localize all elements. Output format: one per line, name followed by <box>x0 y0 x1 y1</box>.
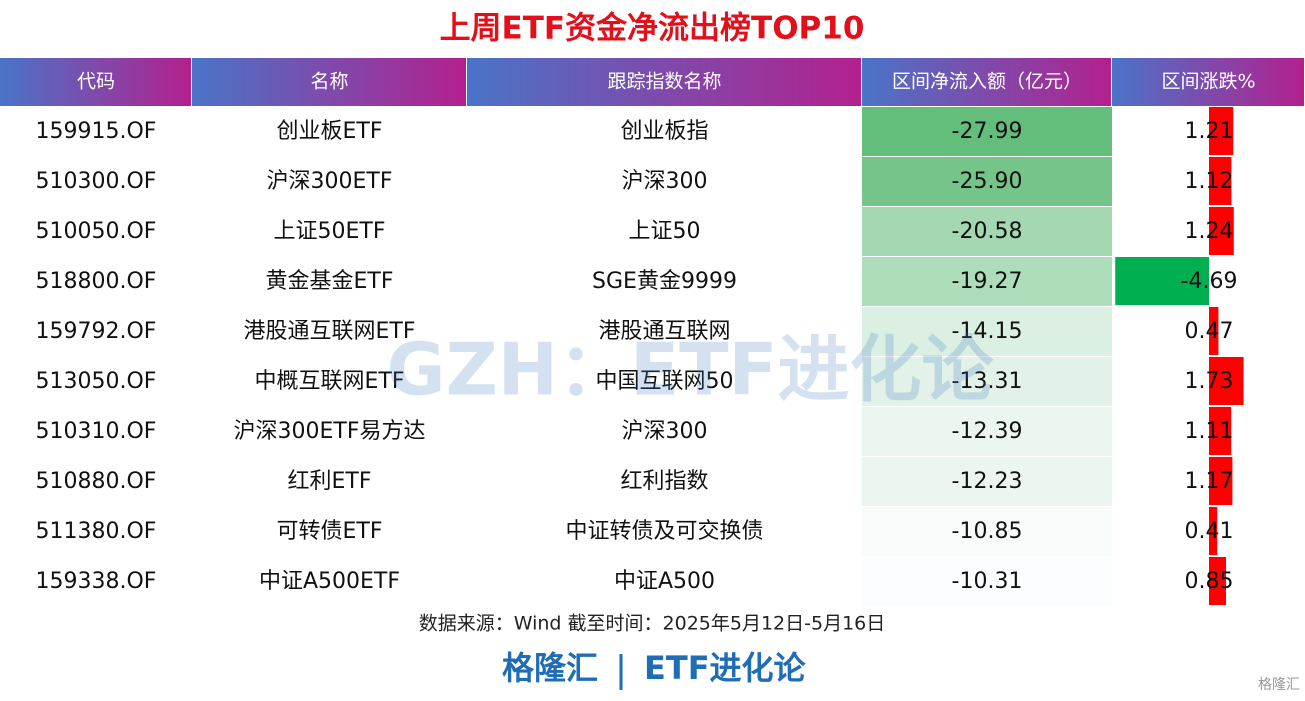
cell-flow: -19.27 <box>952 269 1023 294</box>
cell-change: 1.17 <box>1185 469 1234 494</box>
cell-change: 1.24 <box>1185 219 1234 244</box>
flow-cell <box>862 407 1112 456</box>
cell-change: 1.11 <box>1185 419 1234 444</box>
cell-code: 511380.OF <box>36 519 157 544</box>
cell-index: 中证A500 <box>614 569 715 594</box>
cell-flow: -13.31 <box>952 369 1023 394</box>
flow-cell <box>862 307 1112 356</box>
watermark: GZH：ETF进化论 <box>386 328 994 412</box>
header-cell <box>467 58 861 106</box>
header-label: 区间净流入额（亿元） <box>892 71 1082 93</box>
header-label: 跟踪指数名称 <box>607 71 721 93</box>
cell-name: 上证50ETF <box>274 219 386 244</box>
title: 上周ETF资金净流出榜TOP10 <box>440 11 865 47</box>
cell-code: 159915.OF <box>36 119 157 144</box>
cell-name: 可转债ETF <box>277 519 383 544</box>
cell-name: 红利ETF <box>288 469 372 494</box>
cell-index: 中证转债及可交换债 <box>565 519 763 544</box>
header-cell <box>862 58 1111 106</box>
footer-right: ETF进化论 <box>644 649 807 687</box>
cell-change: 1.21 <box>1185 119 1234 144</box>
flow-cell <box>862 207 1112 256</box>
change-bar <box>1209 457 1233 505</box>
cell-flow: -27.99 <box>952 119 1023 144</box>
header-label: 区间涨跌% <box>1161 71 1255 93</box>
cell-code: 159792.OF <box>36 319 157 344</box>
cell-name: 创业板ETF <box>277 119 383 144</box>
cell-flow: -12.39 <box>952 419 1023 444</box>
cell-change: 0.41 <box>1185 519 1234 544</box>
table: 代码 名称 跟踪指数名称 区间净流入额（亿元） 区间涨跌% 159915.OF 创业板ETF… <box>0 58 1304 606</box>
cell-code: 513050.OF <box>36 369 157 394</box>
flow-cell <box>862 457 1112 506</box>
cell-flow: -20.58 <box>952 219 1023 244</box>
flow-cell <box>862 257 1112 306</box>
cell-code: 510300.OF <box>36 169 157 194</box>
footer-left: 格隆汇 <box>502 649 598 687</box>
cell-code: 518800.OF <box>36 269 157 294</box>
change-bar <box>1209 557 1226 605</box>
header-label: 代码 <box>77 71 115 93</box>
header-cell <box>1112 58 1304 106</box>
flow-cell <box>862 157 1112 206</box>
change-bar <box>1209 207 1234 255</box>
change-bar <box>1209 507 1218 555</box>
cell-code: 510880.OF <box>36 469 157 494</box>
cell-name: 中证A500ETF <box>259 569 400 594</box>
cell-change: 1.73 <box>1185 369 1234 394</box>
cell-name: 港股通互联网ETF <box>244 319 416 344</box>
cell-code: 510050.OF <box>36 219 157 244</box>
cell-index: 沪深300 <box>622 169 708 194</box>
cell-index: 创业板指 <box>620 119 708 144</box>
change-bar <box>1209 107 1234 155</box>
cell-flow: -12.23 <box>952 469 1023 494</box>
cell-index: 中国互联网50 <box>596 369 734 394</box>
header-cell <box>192 58 466 106</box>
cell-flow: -10.31 <box>952 569 1023 594</box>
cell-change: 1.12 <box>1185 169 1234 194</box>
change-bar <box>1209 407 1232 455</box>
flow-cell <box>862 507 1112 556</box>
flow-cell <box>862 557 1112 606</box>
cell-flow: -25.90 <box>952 169 1023 194</box>
cell-name: 沪深300ETF <box>267 169 393 194</box>
logo: 格隆汇 <box>1258 677 1300 693</box>
change-bar <box>1115 257 1209 305</box>
cell-index: 沪深300 <box>622 419 708 444</box>
change-bar <box>1209 357 1244 405</box>
cell-name: 中概互联网ETF <box>255 369 405 394</box>
cell-code: 510310.OF <box>36 419 157 444</box>
flow-cell <box>862 107 1112 156</box>
cell-change: -4.69 <box>1181 269 1238 294</box>
header-cell <box>0 58 191 106</box>
flow-cell <box>862 357 1112 406</box>
change-bar <box>1209 157 1232 205</box>
cell-flow: -10.85 <box>952 519 1023 544</box>
cell-name: 沪深300ETF易方达 <box>234 419 426 444</box>
cell-name: 黄金基金ETF <box>266 269 394 294</box>
cell-index: SGE黄金9999 <box>592 269 737 294</box>
cell-change: 0.47 <box>1185 319 1234 344</box>
cell-flow: -14.15 <box>952 319 1023 344</box>
cell-change: 0.85 <box>1185 569 1234 594</box>
source: 数据来源：Wind 截至时间：2025年5月12日-5月16日 <box>419 613 886 635</box>
cell-code: 159338.OF <box>36 569 157 594</box>
header-label: 名称 <box>310 71 348 93</box>
change-bar <box>1209 307 1219 355</box>
cell-index: 红利指数 <box>620 469 708 494</box>
cell-index: 港股通互联网 <box>598 319 730 344</box>
cell-index: 上证50 <box>629 219 701 244</box>
